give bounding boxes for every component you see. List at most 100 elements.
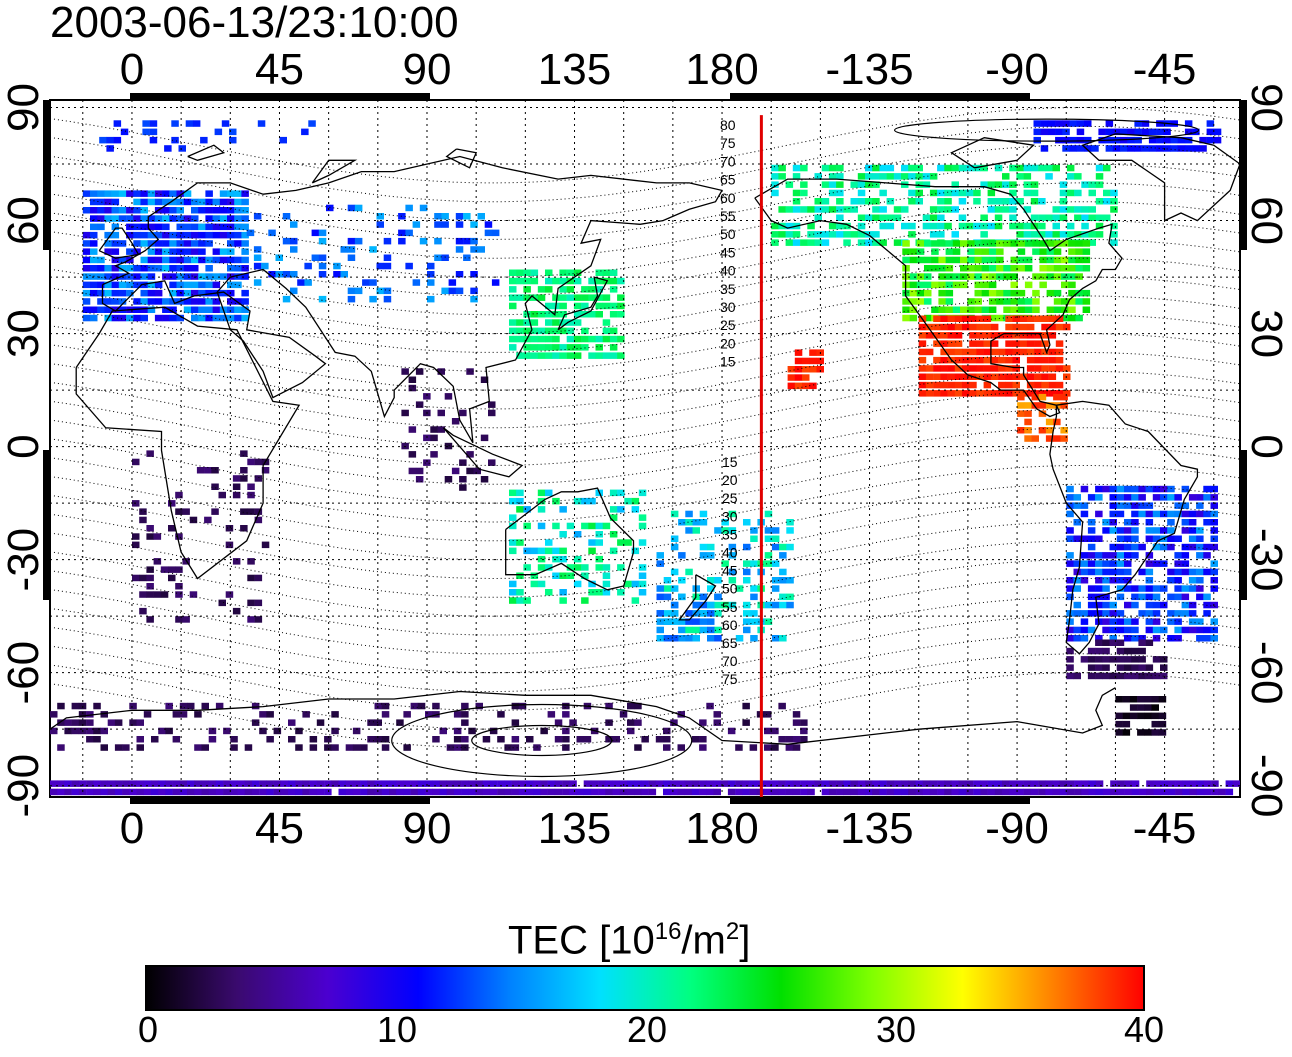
tec-pixel — [104, 289, 112, 297]
tec-pixel — [1017, 427, 1025, 434]
tec-pixel — [509, 497, 517, 505]
contour-label-south: 60 — [722, 617, 738, 633]
tec-pixel — [1045, 214, 1053, 221]
tec-pixel — [595, 522, 603, 530]
tec-pixel — [1019, 315, 1028, 322]
tec-pixel — [915, 198, 923, 205]
tec-pixel — [1151, 704, 1159, 711]
tec-pixel — [707, 577, 715, 584]
tec-pixel — [200, 136, 208, 144]
tec-pixel — [1030, 788, 1039, 796]
tec-pixel — [162, 306, 170, 313]
tec-pixel — [814, 206, 822, 213]
tec-pixel — [1016, 164, 1024, 172]
contour-label-north: 30 — [720, 299, 736, 315]
tec-pixel — [1066, 189, 1075, 197]
tec-pixel — [1052, 164, 1060, 172]
tec-pixel — [1002, 198, 1010, 205]
tec-pixel — [133, 314, 141, 322]
tec-pixel — [1116, 656, 1125, 663]
tec-pixel — [1145, 519, 1154, 526]
tec-pixel — [785, 222, 794, 230]
tec-pixel — [1102, 585, 1110, 592]
tec-pixel — [918, 381, 927, 389]
tec-pixel — [1045, 402, 1054, 409]
tec-pixel — [1131, 635, 1139, 642]
tec-pixel — [288, 780, 296, 787]
tec-pixel — [792, 189, 801, 197]
tec-pixel — [1189, 780, 1197, 787]
tec-pixel — [1024, 427, 1032, 434]
tec-pixel — [980, 231, 988, 238]
tec-pixel — [468, 727, 476, 735]
tec-pixel — [1105, 145, 1114, 152]
tec-pixel — [929, 214, 938, 221]
tec-pixel — [1138, 502, 1146, 509]
tec-pixel — [241, 298, 249, 305]
tec-pixel — [147, 289, 156, 297]
tec-pixel — [140, 306, 148, 313]
contour-label-south: 15 — [722, 454, 738, 470]
tec-pixel — [728, 568, 737, 576]
tec-pixel — [1048, 332, 1057, 339]
tec-pixel — [1188, 494, 1197, 501]
colorbar-title-unit-exponent: 2 — [725, 918, 740, 945]
tec-pixel — [1080, 560, 1089, 567]
tec-pixel — [619, 780, 628, 787]
tec-pixel — [627, 702, 635, 710]
tec-pixel — [104, 281, 112, 289]
tec-pixel — [1145, 577, 1154, 584]
tec-pixel — [1039, 248, 1047, 255]
tec-pixel — [523, 547, 531, 555]
tec-pixel — [1116, 626, 1125, 634]
tec-pixel — [191, 273, 199, 280]
tec-pixel — [562, 736, 570, 743]
tec-pixel — [969, 323, 977, 331]
tec-pixel — [107, 780, 116, 787]
tec-pixel — [707, 601, 715, 609]
tec-pixel — [282, 295, 291, 303]
tec-pixel — [1110, 239, 1118, 246]
tec-pixel — [929, 231, 938, 238]
tec-pixel — [1068, 256, 1076, 264]
tec-pixel — [1124, 664, 1132, 671]
tec-pixel — [720, 780, 729, 787]
tec-pixel — [140, 198, 148, 206]
tec-pixel — [937, 222, 945, 230]
tec-pixel — [1073, 601, 1081, 609]
lon-tick-bottom: 0 — [120, 804, 144, 853]
tec-pixel — [97, 273, 105, 280]
tec-pixel — [595, 589, 603, 596]
tec-pixel — [925, 332, 934, 339]
tec-pixel — [857, 214, 866, 221]
tec-pixel — [448, 279, 457, 286]
contour-label-north: 65 — [720, 172, 736, 188]
tec-pixel — [241, 289, 249, 297]
contour-70 — [50, 144, 1240, 222]
tec-pixel — [545, 547, 553, 555]
tec-pixel — [175, 566, 183, 573]
tec-pixel — [191, 298, 199, 305]
tec-pixel — [1068, 240, 1076, 247]
tec-pixel — [1087, 568, 1096, 576]
tec-pixel — [663, 585, 672, 592]
tec-pixel — [234, 215, 242, 222]
contour-35 — [50, 276, 1240, 353]
tec-pixel — [147, 298, 156, 305]
tec-pixel — [714, 601, 722, 609]
tec-pixel — [1005, 365, 1013, 372]
tec-pixel — [183, 240, 192, 247]
tec-pixel — [455, 213, 464, 220]
tec-pixel — [430, 451, 438, 458]
tec-pixel — [1160, 626, 1168, 634]
tec-pixel — [605, 736, 613, 743]
tec-pixel — [1046, 273, 1055, 280]
tec-pixel — [595, 352, 603, 359]
tec-pixel — [537, 555, 546, 563]
tec-pixel — [253, 213, 262, 220]
tec-pixel — [809, 357, 817, 365]
tec-pixel — [821, 181, 830, 188]
tec-pixel — [1124, 552, 1132, 559]
tec-pixel — [1145, 618, 1154, 625]
tec-pixel — [794, 374, 803, 381]
